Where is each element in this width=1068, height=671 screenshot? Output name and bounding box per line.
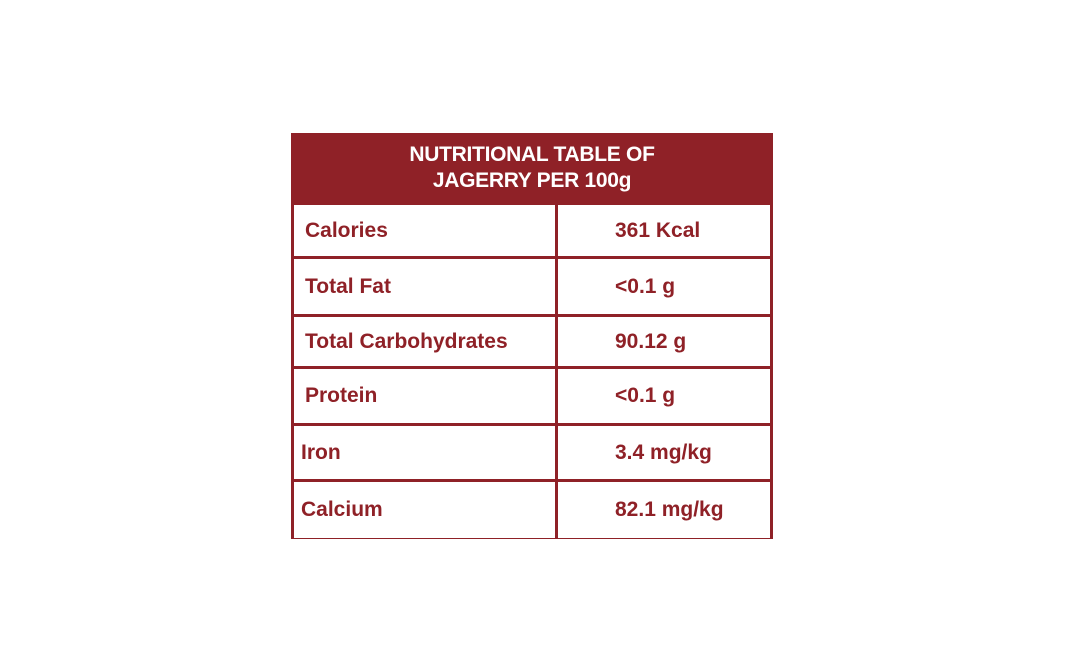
table-row-protein: Protein <0.1 g [294, 369, 770, 426]
nutrient-value: 90.12 g [558, 317, 770, 366]
table-row-calories: Calories 361 Kcal [294, 205, 770, 259]
nutrient-name: Calcium [294, 482, 555, 538]
nutrient-name: Calories [294, 205, 555, 256]
table-row-calcium: Calcium 82.1 mg/kg [294, 482, 770, 538]
table-body: Calories 361 Kcal Total Fat <0.1 g Total… [294, 205, 770, 538]
table-title-line-1: NUTRITIONAL TABLE OF [409, 143, 655, 166]
nutrient-name: Total Carbohydrates [294, 317, 555, 366]
table-row-total-fat: Total Fat <0.1 g [294, 259, 770, 317]
nutrient-value: <0.1 g [558, 259, 770, 314]
table-row-total-carbohydrates: Total Carbohydrates 90.12 g [294, 317, 770, 369]
nutrient-value: <0.1 g [558, 369, 770, 423]
nutrient-value: 3.4 mg/kg [558, 426, 770, 479]
nutrient-name: Iron [294, 426, 555, 479]
nutrient-value: 361 Kcal [558, 205, 770, 256]
nutrition-table: NUTRITIONAL TABLE OF JAGERRY PER 100g Ca… [291, 133, 773, 539]
table-title-line-2: JAGERRY PER 100g [432, 169, 632, 192]
nutrient-name: Total Fat [294, 259, 555, 314]
nutrient-value: 82.1 mg/kg [558, 482, 770, 538]
nutrient-name: Protein [294, 369, 555, 423]
table-row-iron: Iron 3.4 mg/kg [294, 426, 770, 482]
table-title: NUTRITIONAL TABLE OF JAGERRY PER 100g [291, 133, 773, 203]
